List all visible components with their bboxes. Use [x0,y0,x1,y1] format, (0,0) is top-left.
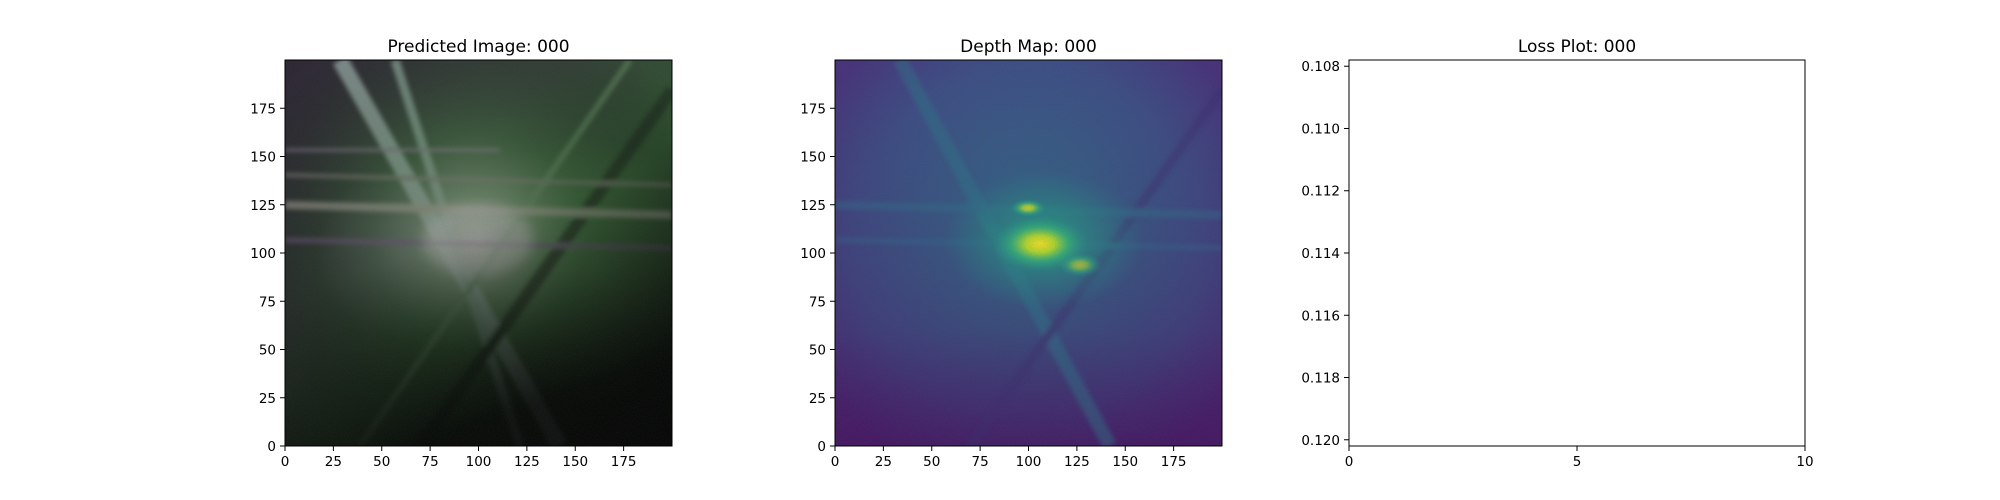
x-tick-label: 50 [923,454,940,470]
x-tick-label: 25 [325,454,342,470]
x-tick-label: 75 [422,454,439,470]
x-tick-label: 100 [1016,454,1042,470]
y-tick-label: 50 [259,343,276,359]
loss-plot-axes: 0 5 10 0.108 0.110 0.112 0.114 0.116 0.118 0.120 [1301,59,1813,470]
x-tick-label: 150 [562,454,588,470]
y-tick-label: 125 [800,198,826,214]
depth-map-axes: 0 25 50 75 100 125 150 175 0 25 50 75 100 125 150 175 [800,101,1186,470]
panel-title-depth-map: Depth Map: 000 [960,37,1097,57]
x-tick-label: 0 [281,454,290,470]
x-tick-label: 25 [875,454,892,470]
y-tick-label: 100 [800,246,826,262]
y-tick-label: 0.120 [1301,433,1340,449]
y-tick-label: 75 [259,294,276,310]
x-tick-label: 50 [373,454,390,470]
x-tick-label: 75 [972,454,989,470]
x-tick-label: 125 [1064,454,1090,470]
y-tick-label: 0.114 [1301,246,1340,262]
predicted-image [285,60,672,446]
x-tick-label: 5 [1573,454,1582,470]
y-tick-label: 125 [250,198,276,214]
x-tick-label: 125 [514,454,540,470]
x-tick-label: 100 [466,454,492,470]
y-tick-label: 0.118 [1301,371,1340,387]
loss-plot-area [1348,59,1806,447]
y-tick-label: 0.112 [1301,184,1340,200]
depth-map-panel: Depth Map: 000 0 25 50 75 100 125 150 175 0 25 50 7… [800,37,1223,470]
panel-title-predicted-image: Predicted Image: 000 [387,37,569,57]
loss-plot-panel: Loss Plot: 000 0 5 100.1080.1100.1120.1140… [1301,37,1813,470]
y-tick-label: 100 [250,246,276,262]
panel-title-loss-plot: Loss Plot: 000 [1518,37,1636,57]
predicted-image-axes: 0 25 50 75 100 125 150 175 0 25 50 75 100 125 150 175 [250,101,636,470]
x-tick-label: 10 [1796,454,1813,470]
x-tick-label: 175 [1161,454,1187,470]
y-tick-label: 150 [800,150,826,166]
y-tick-label: 25 [809,391,826,407]
y-tick-label: 0.108 [1301,59,1340,75]
y-tick-label: 0 [267,439,276,455]
x-tick-label: 0 [831,454,840,470]
y-tick-label: 0.110 [1301,121,1340,137]
y-tick-label: 25 [259,391,276,407]
y-tick-label: 75 [809,294,826,310]
x-tick-label: 175 [611,454,637,470]
y-tick-label: 175 [800,101,826,117]
y-tick-label: 0 [817,439,826,455]
x-tick-label: 0 [1345,454,1354,470]
predicted-image-panel: Predicted Image: 000 0 25 50 75 100 125 150 175… [250,37,673,470]
depth-map-image [835,60,1222,446]
y-tick-label: 0.116 [1301,308,1340,324]
y-tick-label: 50 [809,343,826,359]
y-tick-label: 175 [250,101,276,117]
x-tick-label: 150 [1112,454,1138,470]
y-tick-label: 150 [250,150,276,166]
